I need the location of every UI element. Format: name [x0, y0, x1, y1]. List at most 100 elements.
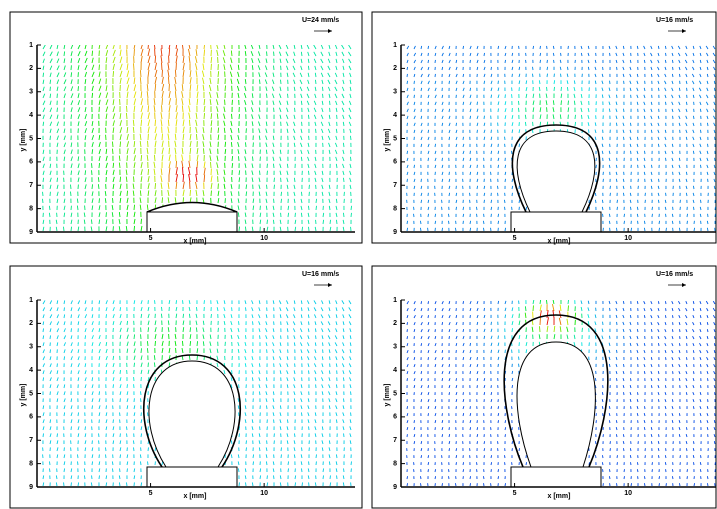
vector: [238, 128, 240, 134]
y-tick-label: 7: [393, 182, 397, 189]
vector: [335, 328, 338, 333]
vector: [699, 462, 702, 466]
vector: [273, 177, 275, 183]
vector: [455, 206, 457, 211]
vector: [264, 79, 268, 85]
vector: [244, 45, 247, 50]
vector: [63, 328, 66, 333]
vector: [251, 93, 254, 99]
vector: [462, 73, 465, 78]
vector: [76, 198, 79, 204]
vector: [300, 398, 303, 403]
vector: [448, 448, 451, 452]
vector: [293, 391, 296, 396]
vector: [650, 329, 653, 333]
vector: [84, 107, 87, 113]
vector: [126, 127, 129, 134]
vector: [348, 363, 352, 368]
vector: [327, 335, 331, 340]
vector: [300, 328, 303, 333]
vector: [77, 454, 79, 459]
vector: [146, 84, 149, 92]
vector: [335, 65, 338, 71]
vector: [559, 304, 562, 312]
vector: [622, 122, 625, 127]
vector: [545, 100, 548, 106]
vector: [342, 419, 345, 424]
vector: [56, 177, 59, 183]
vector: [712, 59, 716, 64]
vector: [629, 321, 632, 326]
vector: [258, 447, 261, 452]
vector: [448, 378, 451, 382]
vector: [49, 468, 51, 473]
vector: [629, 385, 632, 389]
vector: [286, 300, 289, 305]
vector: [230, 127, 233, 134]
vector: [651, 206, 653, 211]
vector: [299, 79, 303, 85]
vector: [334, 149, 338, 155]
vector: [462, 335, 465, 340]
vector: [168, 98, 172, 106]
vector: [196, 98, 199, 106]
vector: [147, 126, 150, 134]
vector: [153, 161, 156, 169]
vector: [118, 162, 121, 169]
vector: [643, 59, 646, 64]
vector: [105, 363, 108, 368]
vector: [706, 329, 709, 333]
vector: [244, 156, 247, 162]
vector: [91, 198, 94, 204]
vector: [705, 300, 709, 305]
vector: [188, 105, 191, 113]
vector: [455, 136, 458, 141]
vector: [258, 72, 261, 78]
vector: [126, 327, 129, 333]
vector: [230, 384, 233, 389]
vector: [98, 45, 101, 50]
vector: [511, 66, 514, 71]
vector: [91, 405, 93, 410]
vector: [140, 355, 143, 361]
vector: [139, 454, 142, 459]
vector: [419, 220, 422, 225]
vector: [685, 328, 688, 333]
vector: [307, 419, 310, 424]
vector: [293, 184, 296, 190]
vector: [160, 313, 163, 319]
vector: [251, 177, 254, 183]
vector: [300, 300, 303, 305]
vector: [335, 163, 338, 169]
vector: [70, 342, 73, 347]
vector: [342, 170, 345, 176]
vector: [286, 163, 289, 169]
vector: [692, 122, 695, 127]
vector: [574, 121, 577, 127]
vector: [287, 461, 290, 466]
vector: [657, 59, 660, 64]
vector: [313, 107, 317, 113]
nozzle: [146, 466, 238, 488]
vector: [427, 94, 430, 99]
vector: [265, 377, 268, 382]
vector: [664, 143, 667, 148]
vector: [434, 164, 437, 169]
vector: [104, 198, 107, 204]
vector: [272, 142, 275, 148]
vector: [448, 441, 451, 445]
vector: [133, 204, 135, 211]
vector: [209, 148, 212, 155]
vector: [140, 91, 143, 99]
vector: [348, 121, 352, 127]
vector: [511, 370, 514, 375]
vector: [70, 100, 74, 106]
vector: [188, 306, 191, 312]
vector: [118, 226, 121, 232]
vector: [237, 142, 240, 148]
vector: [483, 321, 486, 326]
vector: [49, 335, 51, 340]
vector: [322, 212, 325, 218]
vector: [623, 448, 625, 452]
